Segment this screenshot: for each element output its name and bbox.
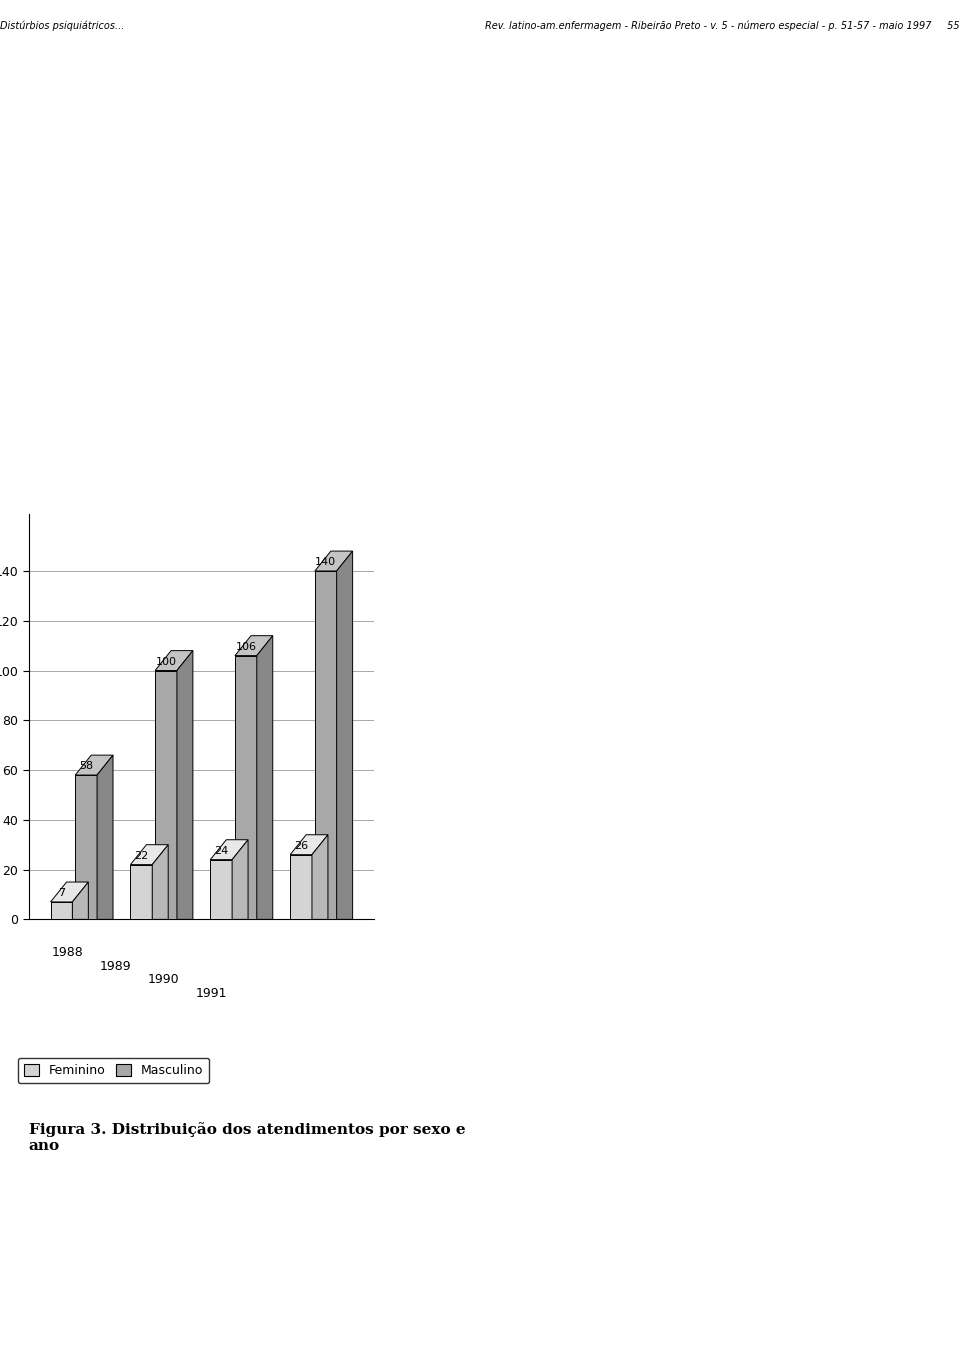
Polygon shape: [290, 834, 328, 854]
Polygon shape: [210, 840, 248, 860]
Text: Distúrbios psiquiátricos...: Distúrbios psiquiátricos...: [0, 20, 125, 31]
Polygon shape: [177, 650, 193, 919]
Text: 7: 7: [58, 888, 65, 898]
Polygon shape: [75, 775, 97, 919]
Text: 106: 106: [235, 642, 256, 652]
Text: 1988: 1988: [51, 946, 84, 960]
Polygon shape: [131, 845, 168, 865]
Text: 1989: 1989: [100, 960, 131, 973]
Text: 1990: 1990: [148, 973, 179, 987]
Polygon shape: [156, 650, 193, 671]
Polygon shape: [72, 882, 88, 919]
Polygon shape: [232, 840, 248, 919]
Polygon shape: [97, 756, 113, 919]
Polygon shape: [51, 902, 72, 919]
Polygon shape: [210, 860, 232, 919]
Text: 1991: 1991: [196, 987, 227, 1000]
Text: 100: 100: [156, 657, 177, 667]
Polygon shape: [315, 552, 352, 571]
Text: 140: 140: [315, 557, 336, 568]
Polygon shape: [153, 845, 168, 919]
Polygon shape: [235, 656, 256, 919]
Text: 26: 26: [294, 841, 308, 850]
Text: 24: 24: [214, 846, 228, 856]
Text: Rev. latino-am.enfermagem - Ribeirão Preto - v. 5 - número especial - p. 51-57 -: Rev. latino-am.enfermagem - Ribeirão Pre…: [486, 20, 960, 31]
Text: Figura 3. Distribuição dos atendimentos por sexo e
ano: Figura 3. Distribuição dos atendimentos …: [29, 1122, 466, 1153]
Text: 22: 22: [134, 850, 149, 861]
Polygon shape: [312, 834, 328, 919]
Text: 58: 58: [79, 761, 93, 771]
Polygon shape: [256, 635, 273, 919]
Polygon shape: [290, 854, 312, 919]
Polygon shape: [337, 552, 352, 919]
Polygon shape: [156, 671, 177, 919]
Polygon shape: [235, 635, 273, 656]
Polygon shape: [51, 882, 88, 902]
Legend: Feminino, Masculino: Feminino, Masculino: [18, 1059, 209, 1083]
Polygon shape: [75, 756, 113, 775]
Polygon shape: [315, 571, 337, 919]
Polygon shape: [131, 865, 153, 919]
